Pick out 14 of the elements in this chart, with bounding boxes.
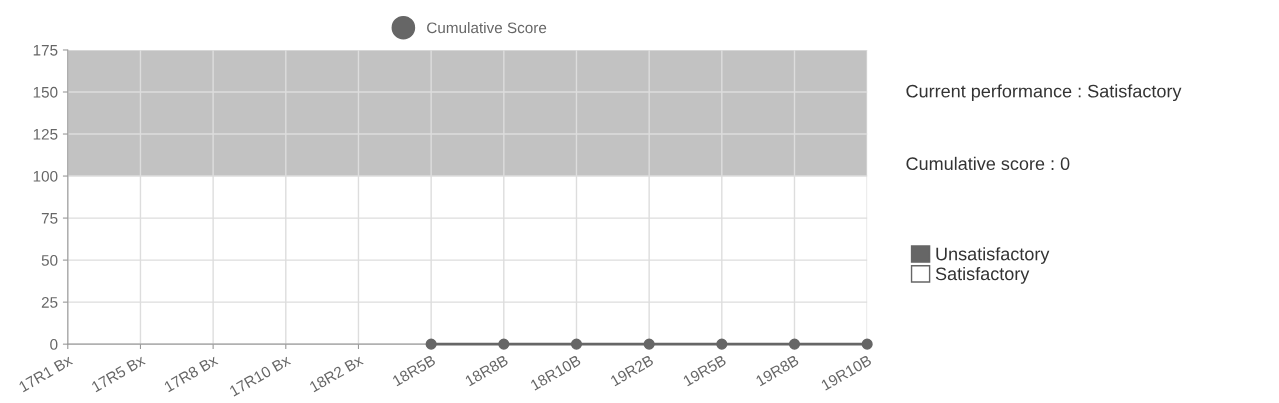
y-tick-label: 0 xyxy=(50,339,58,350)
text: Satisfactory xyxy=(935,266,1030,284)
text: Current performance : Satisfactory xyxy=(906,84,1182,102)
y-tick-label: 175 xyxy=(33,45,58,56)
legend-label: Unsatisfactory xyxy=(936,247,1050,264)
x-tick-label: 17R1 Bx xyxy=(18,354,74,393)
y-tick-label: 25 xyxy=(41,297,58,308)
y-tick-label: 125 xyxy=(33,128,58,140)
y-tick-label: 50 xyxy=(41,254,58,266)
legend-label: Cumulative Score xyxy=(427,21,547,34)
y-tick-label: 100 xyxy=(33,170,58,182)
text: Cumulative score : 0 xyxy=(906,156,1070,171)
y-tick-label: 75 xyxy=(41,213,58,224)
y-tick-label: 150 xyxy=(33,86,58,98)
